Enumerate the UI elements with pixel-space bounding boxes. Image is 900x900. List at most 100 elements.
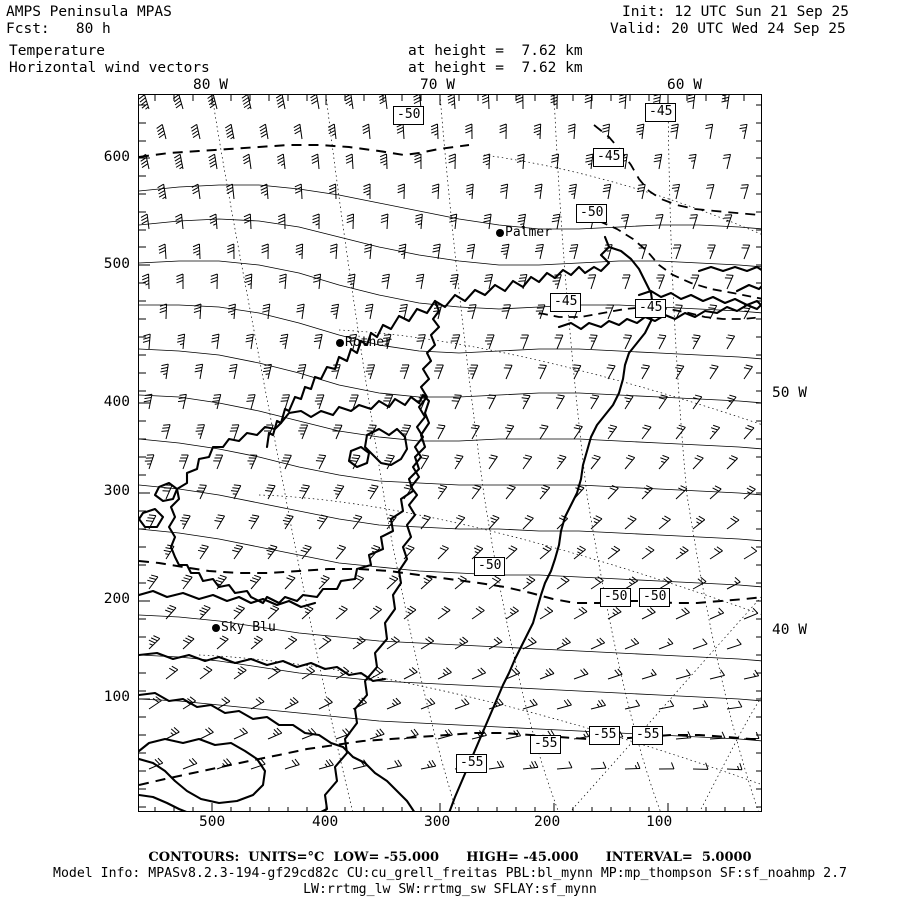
wind-barb — [470, 424, 480, 440]
wind-barb — [567, 123, 576, 140]
wind-barb — [197, 544, 209, 560]
left-axis-tick-100: 100 — [103, 689, 130, 705]
wind-barb — [297, 363, 307, 380]
wind-barb — [488, 698, 504, 710]
wind-barb — [572, 364, 582, 380]
wind-barb — [505, 484, 516, 500]
wind-barb — [414, 213, 423, 230]
wind-barb — [331, 364, 341, 380]
wind-barb — [584, 95, 593, 110]
wind-barb — [465, 183, 474, 200]
wind-barb — [301, 727, 317, 740]
wind-barb — [689, 214, 698, 230]
wind-barb — [624, 515, 637, 530]
map-canvas — [139, 95, 761, 811]
wind-barb — [454, 698, 470, 710]
wind-barb — [383, 394, 394, 410]
wind-barb — [658, 515, 671, 530]
wind-barb — [434, 364, 444, 380]
wind-barb — [264, 424, 274, 440]
wind-barb — [568, 183, 577, 200]
wind-barb — [657, 334, 667, 350]
wind-barb — [447, 95, 456, 110]
wind-barb — [318, 697, 333, 710]
contour-label: -45 — [550, 293, 582, 312]
page-title: AMPS Peninsula MPAS — [6, 4, 172, 20]
wind-barb — [362, 123, 371, 140]
wind-barb — [177, 333, 186, 350]
wind-barb — [420, 759, 437, 770]
wind-barb — [139, 153, 150, 170]
wind-barb — [437, 729, 453, 740]
wind-barb — [622, 274, 631, 290]
wind-barb — [296, 303, 305, 320]
wind-barb — [451, 394, 462, 410]
wind-barb — [330, 303, 340, 320]
wind-barb — [318, 635, 332, 650]
wind-barb — [675, 424, 686, 440]
wind-barb — [726, 638, 742, 650]
wind-barb — [248, 514, 260, 530]
wind-barb — [265, 484, 276, 500]
wind-barb — [327, 123, 337, 140]
wind-barb — [658, 762, 675, 770]
wind-barb — [379, 153, 388, 170]
wind-barb — [743, 607, 759, 620]
wind-barb — [144, 454, 155, 470]
wind-barb — [534, 243, 544, 260]
wind-barb — [179, 454, 189, 470]
wind-barb — [403, 544, 415, 560]
wind-barb — [688, 153, 697, 170]
wind-barb — [224, 123, 235, 140]
wind-barb — [501, 304, 511, 320]
wind-barb — [743, 731, 760, 740]
wind-barb — [211, 333, 220, 350]
wind-barb — [420, 575, 433, 590]
wind-barb — [420, 514, 431, 530]
wind-barb — [403, 728, 419, 740]
bottom-axis-tick-400: 400 — [312, 814, 339, 830]
wind-barb — [352, 636, 366, 650]
wind-barb — [709, 669, 725, 680]
wind-barb — [431, 183, 440, 200]
wind-barb — [743, 424, 755, 440]
wind-barb — [364, 303, 374, 320]
wind-barb — [556, 699, 572, 710]
wind-barb — [658, 454, 670, 470]
wind-barb — [212, 393, 222, 410]
wind-barb — [381, 273, 390, 290]
wind-barb — [195, 424, 205, 440]
station-dot-icon — [212, 624, 220, 632]
wind-barb — [675, 485, 688, 500]
forecast-hour-label: Fcst: 80 h — [6, 21, 111, 37]
contours-summary-label: CONTOURS: UNITS=°C LOW= -55.000 HIGH= -4… — [148, 850, 752, 865]
wind-barb — [590, 637, 606, 650]
wind-barb — [488, 636, 503, 650]
wind-barb — [182, 696, 196, 710]
map-plot-area[interactable]: -50 -45 -45 -50 -45 -45 -50 -50 -50 -55 -55 -55 -55 … — [138, 94, 762, 812]
wind-barb — [551, 153, 560, 170]
wind-barb — [347, 273, 356, 290]
wind-barb — [420, 454, 430, 470]
wind-barb — [466, 243, 476, 260]
wind-barb — [262, 303, 271, 320]
wind-barb — [199, 727, 214, 740]
wind-barb — [191, 183, 201, 200]
wind-barb — [310, 95, 320, 110]
wind-barb — [246, 394, 256, 410]
wind-barb — [227, 243, 235, 260]
wind-barb — [335, 544, 347, 560]
wind-barb — [624, 637, 640, 650]
wind-barb — [161, 424, 171, 440]
wind-barb — [573, 545, 586, 560]
wind-barb — [267, 605, 280, 620]
wind-barb — [726, 700, 743, 710]
wind-barb — [215, 574, 227, 590]
wind-barb — [207, 95, 218, 110]
wind-barb — [607, 545, 621, 560]
wind-barb — [500, 183, 509, 200]
wind-barb — [707, 244, 716, 260]
wind-barb — [624, 394, 634, 410]
wind-barb — [454, 575, 467, 590]
wind-barb — [520, 334, 529, 350]
